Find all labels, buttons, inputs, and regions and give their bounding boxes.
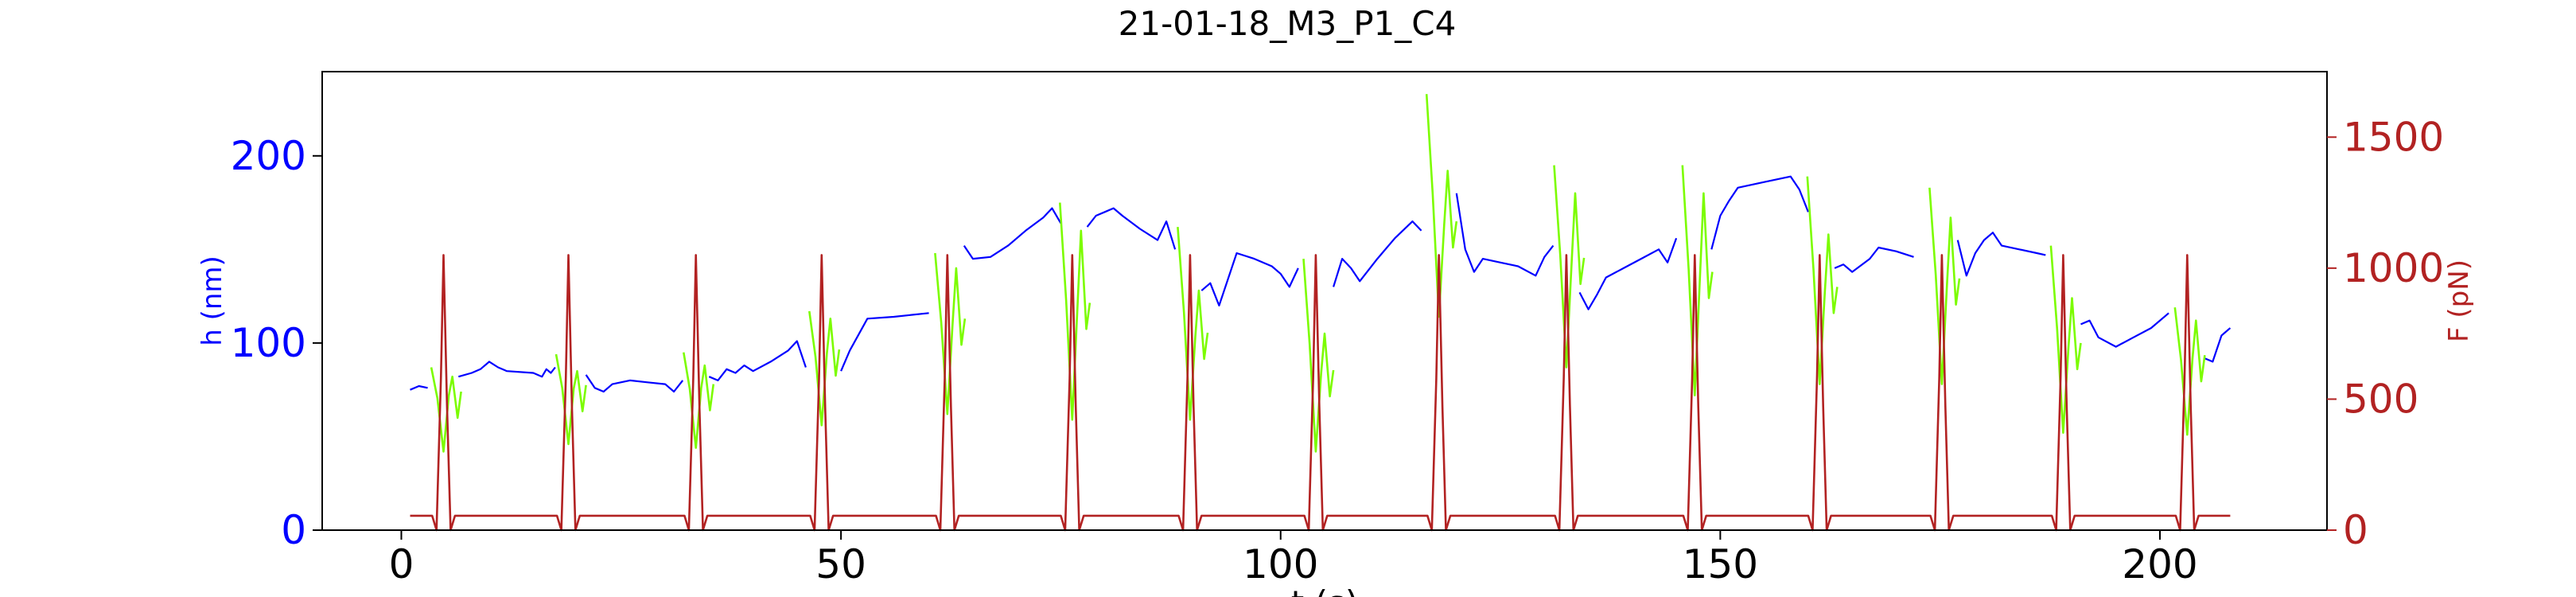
- height-series-line: [1578, 237, 1678, 310]
- plot-frame: [321, 71, 2328, 531]
- height-series-line: [1455, 193, 1555, 277]
- y-axis-right-label: F (pN): [2443, 259, 2475, 342]
- x-axis-label: t (s): [1291, 583, 1358, 597]
- height-series-line: [1200, 252, 1299, 306]
- height-series-line: [963, 207, 1062, 260]
- force-pulse-height-2: [555, 353, 587, 446]
- force-pulse-height-1: [430, 367, 462, 453]
- y-right-tick-label: 1000: [2343, 245, 2444, 291]
- force-pulse-height-4: [808, 310, 841, 427]
- y-left-tick-label: 0: [281, 507, 306, 553]
- force-pulse-height-12: [1806, 176, 1839, 385]
- y-axis-right: 0 500 1000 1500: [2327, 114, 2444, 553]
- x-tick-label: 100: [1243, 541, 1318, 587]
- x-tick-label: 200: [2122, 541, 2197, 587]
- force-pulse-height-5: [934, 252, 967, 416]
- force-pulse-height-11: [1681, 165, 1714, 397]
- chart-title: 21-01-18_M3_P1_C4: [1119, 4, 1457, 43]
- y-left-tick-label: 200: [231, 133, 306, 179]
- force-pulse-height-10: [1553, 165, 1586, 369]
- x-tick-label: 150: [1683, 541, 1758, 587]
- y-axis-left: 0 100 200: [231, 133, 322, 553]
- height-series-line: [1086, 207, 1177, 250]
- y-right-tick-label: 0: [2343, 507, 2368, 553]
- force-pulse-height-3: [683, 352, 715, 449]
- force-series-line: [410, 254, 2231, 532]
- x-tick-label: 0: [389, 541, 414, 587]
- height-series-line: [1834, 246, 1914, 273]
- height-series-line: [840, 312, 929, 372]
- height-series-line: [1710, 175, 1809, 250]
- height-series-line: [585, 374, 684, 393]
- force-pulse-height-9: [1425, 94, 1458, 318]
- force-pulse-height-7: [1177, 227, 1209, 421]
- plot-area: [410, 94, 2232, 532]
- y-left-tick-label: 100: [231, 320, 306, 366]
- force-pulse-height-14: [2049, 245, 2082, 435]
- height-series-line: [410, 384, 428, 391]
- force-pulse-height-15: [2173, 307, 2206, 436]
- y-axis-left-label: h (nm): [197, 256, 228, 346]
- x-tick-label: 50: [815, 541, 866, 587]
- height-series-line: [1956, 232, 2046, 277]
- height-series-line: [1333, 220, 1422, 287]
- force-pulse-height-13: [1928, 187, 1961, 385]
- height-series-line: [708, 340, 807, 381]
- x-axis: 0 50 100 150 200: [389, 530, 2198, 587]
- height-series-line: [2203, 327, 2232, 363]
- force-pulse-height-8: [1302, 259, 1335, 453]
- force-pulse-height-6: [1059, 202, 1091, 421]
- height-series-line: [2080, 312, 2169, 348]
- y-right-tick-label: 500: [2343, 376, 2418, 422]
- height-series-line: [458, 361, 556, 378]
- y-right-tick-label: 1500: [2343, 114, 2444, 160]
